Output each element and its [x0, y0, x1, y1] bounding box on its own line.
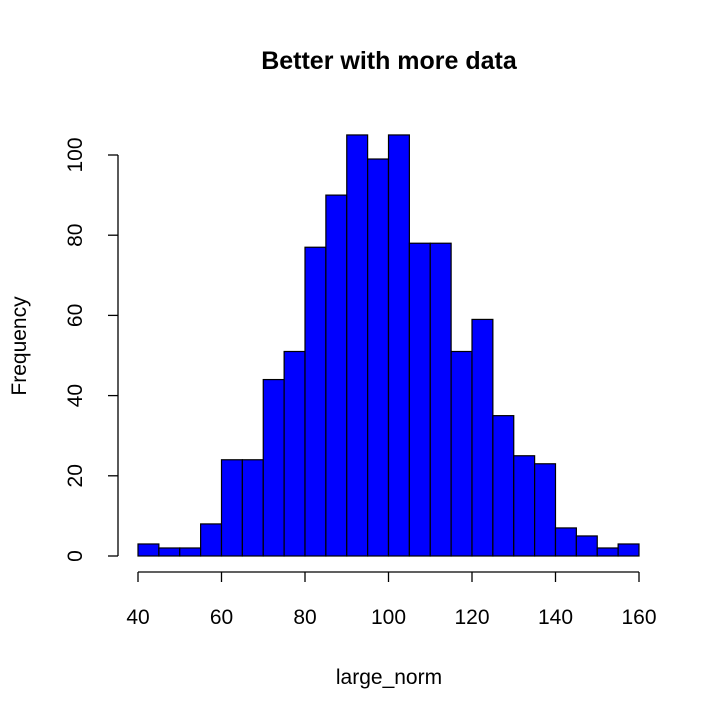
y-axis: 0 20 40 60 80 100: [64, 137, 119, 562]
histogram-bar: [554, 527, 577, 557]
y-tick-label: 80: [64, 224, 87, 247]
histogram-bar: [387, 134, 410, 557]
histogram-bar: [367, 158, 390, 557]
y-axis-label: Frequency: [8, 296, 31, 396]
histogram-bar: [513, 455, 536, 557]
histogram-bar: [262, 378, 285, 557]
histogram-bar: [220, 459, 243, 557]
histogram-bar: [346, 134, 369, 557]
x-tick-label: 80: [293, 606, 316, 629]
histogram-bar: [429, 242, 452, 557]
x-tick-label: 100: [371, 606, 406, 629]
chart-title: Better with more data: [261, 47, 518, 75]
x-axis: 40 60 80 100 120 140 160: [126, 571, 657, 629]
y-tick-label: 20: [64, 464, 87, 487]
histogram-bar: [492, 415, 515, 557]
x-tick-label: 60: [210, 606, 233, 629]
histogram-bar: [596, 547, 619, 557]
histogram-bar: [179, 547, 202, 557]
x-tick-label: 160: [621, 606, 656, 629]
histogram-bar: [575, 535, 598, 557]
histogram-bar: [137, 543, 160, 557]
y-tick-label: 60: [64, 304, 87, 327]
x-tick-label: 40: [126, 606, 149, 629]
y-tick-label: 100: [64, 137, 87, 172]
histogram-bar: [241, 459, 264, 557]
histogram-bar: [200, 523, 223, 557]
histogram-bar: [325, 194, 348, 557]
x-tick-label: 140: [538, 606, 573, 629]
histogram-bar: [617, 543, 640, 557]
histogram-bar: [283, 350, 306, 557]
y-tick-label: 40: [64, 384, 87, 407]
y-tick-label: 0: [64, 550, 87, 562]
histogram-bar: [304, 246, 327, 557]
bars-group: [137, 134, 640, 557]
x-tick-label: 120: [454, 606, 489, 629]
histogram-bar: [450, 350, 473, 557]
histogram-bar: [158, 547, 181, 557]
histogram-bar: [534, 463, 557, 557]
x-axis-label: large_norm: [336, 666, 442, 689]
histogram-bar: [471, 318, 494, 557]
histogram-bar: [408, 242, 431, 557]
